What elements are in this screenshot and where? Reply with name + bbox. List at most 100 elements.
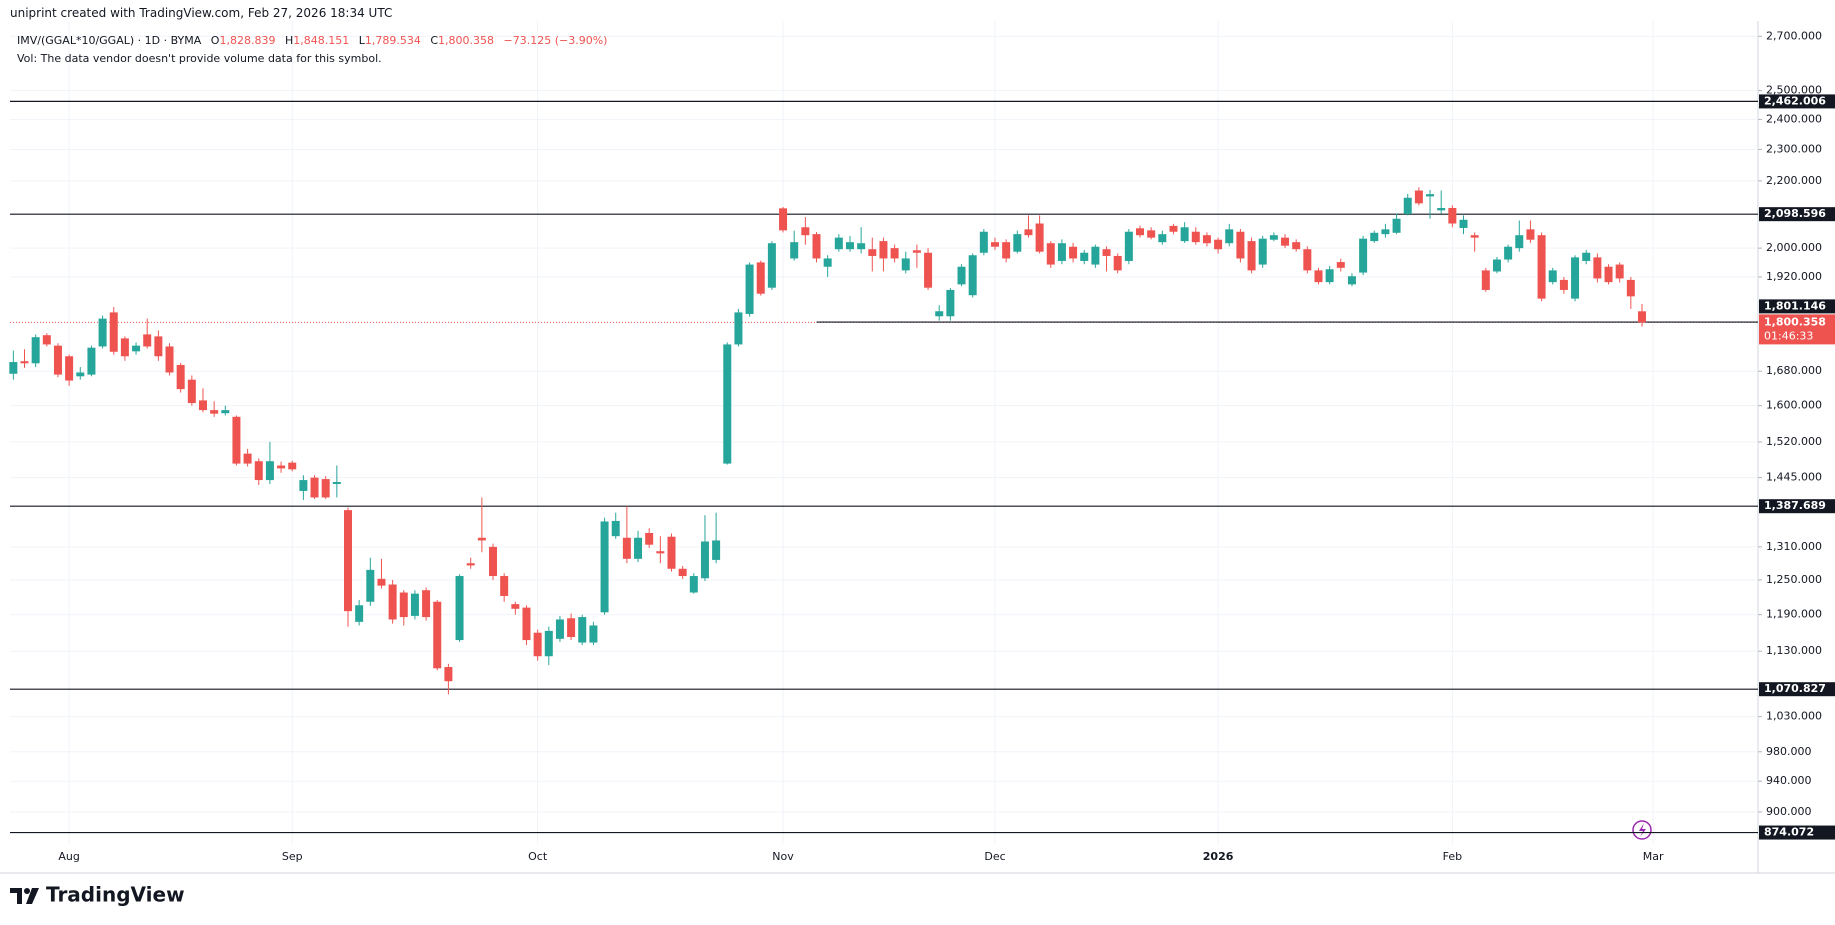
candle-body	[477, 537, 486, 541]
candle-body	[1102, 249, 1111, 256]
candle-body	[366, 569, 375, 602]
candle-body	[611, 520, 620, 537]
candle-body	[1269, 235, 1278, 240]
candle-body	[756, 262, 765, 294]
candle-body	[1169, 225, 1178, 232]
candle-body	[1615, 264, 1624, 279]
x-tick-label: Sep	[282, 850, 303, 863]
candle-body	[689, 576, 698, 593]
y-tick-label: 2,700.000	[1766, 29, 1822, 42]
candle-body	[935, 311, 944, 317]
level-label-bg	[1759, 682, 1835, 697]
level-label-bg	[1759, 825, 1835, 840]
x-tick-label: Nov	[772, 850, 794, 863]
candle-body	[868, 249, 877, 256]
candle-body	[1336, 262, 1345, 268]
candle-body	[1292, 242, 1301, 250]
candle-body	[767, 243, 776, 288]
volume-note: Vol: The data vendor doesn't provide vol…	[17, 52, 382, 65]
candle-body	[1537, 235, 1546, 299]
candle-body	[1314, 270, 1323, 283]
level-label: 1,387.689	[1764, 499, 1826, 512]
y-tick-label: 980.000	[1766, 745, 1812, 758]
logo-mark	[10, 888, 39, 904]
candle-body	[288, 462, 297, 470]
y-tick-label: 1,920.000	[1766, 270, 1822, 283]
candle-body	[53, 345, 62, 375]
candle-body	[410, 593, 419, 616]
candle-body	[1281, 237, 1290, 246]
legend-key: L	[358, 34, 365, 47]
candle-body	[20, 361, 29, 364]
candle-body	[567, 618, 576, 638]
candle-body	[1002, 242, 1011, 259]
legend-key: H	[284, 34, 294, 47]
level-label: 2,098.596	[1764, 207, 1826, 220]
candle-body	[1013, 234, 1022, 252]
candle-body	[622, 537, 631, 559]
y-tick-label: 1,680.000	[1766, 364, 1822, 377]
candle-body	[1214, 239, 1223, 250]
candle-body	[31, 337, 40, 364]
y-tick-label: 1,190.000	[1766, 608, 1822, 621]
candle-body	[957, 266, 966, 285]
last-price-label: 1,800.358	[1764, 315, 1826, 328]
candle-body	[578, 617, 587, 643]
candle-body	[433, 601, 442, 669]
candle-body	[990, 242, 999, 247]
plot: 2,700.000 2,500.000 2,400.000 2,300.000 2,20…	[9, 21, 1835, 863]
candle-body	[1080, 252, 1089, 261]
candle-body	[143, 334, 152, 347]
candle-body	[979, 231, 988, 253]
y-tick-label: 2,200.000	[1766, 174, 1822, 187]
x-tick-label: Aug	[58, 850, 79, 863]
candle-body	[1470, 235, 1479, 238]
legend-key: C	[430, 34, 439, 47]
legend-line: IMV/(GGAL*10/GGAL) · 1D · BYMA O1,828.83…	[17, 34, 607, 47]
candle-body	[1582, 252, 1591, 261]
y-tick-label: 1,250.000	[1766, 573, 1822, 586]
level-label-bg	[1759, 299, 1835, 314]
candle-body	[1392, 218, 1401, 233]
candle-body	[1448, 208, 1457, 224]
candle-body	[1437, 208, 1446, 211]
y-tick-label: 1,520.000	[1766, 435, 1822, 448]
x-tick-label: 2026	[1203, 850, 1234, 863]
candle-body	[455, 576, 464, 641]
candle-body	[890, 248, 899, 259]
level-label: 874.072	[1764, 826, 1814, 839]
candle-body	[343, 510, 352, 612]
candle-body	[823, 258, 832, 267]
candle-body	[187, 379, 196, 404]
candle-body	[388, 584, 397, 620]
candle-body	[466, 563, 475, 566]
candle-body	[1359, 238, 1368, 273]
candle-body	[332, 482, 341, 485]
y-tick-label: 2,500.000	[1766, 84, 1822, 97]
candle-body	[645, 532, 654, 545]
candle-body	[232, 416, 241, 464]
candle-body	[901, 258, 910, 271]
candle-body	[1325, 269, 1334, 283]
x-tick-label: Oct	[528, 850, 548, 863]
candle-body	[1258, 238, 1267, 265]
candle-body	[1381, 229, 1390, 235]
candle-body	[1571, 257, 1580, 299]
candle-body	[533, 632, 542, 657]
candle-body	[310, 477, 319, 498]
candle-body	[109, 312, 118, 352]
candle-body	[678, 568, 687, 577]
candle-body	[857, 243, 866, 250]
level-label-bg	[1759, 94, 1835, 109]
y-tick-label: 1,130.000	[1766, 644, 1822, 657]
candle-body	[1136, 228, 1145, 236]
legend-value: 1,789.534	[364, 34, 421, 47]
candle-body	[1303, 249, 1312, 271]
level-label-bg	[1759, 499, 1835, 514]
candle-body	[946, 289, 955, 317]
legend-symbol: IMV/(GGAL*10/GGAL) · 1D · BYMA	[17, 34, 202, 47]
candle-body	[1626, 279, 1635, 297]
candle-body	[712, 540, 721, 560]
candle-body	[198, 400, 207, 411]
